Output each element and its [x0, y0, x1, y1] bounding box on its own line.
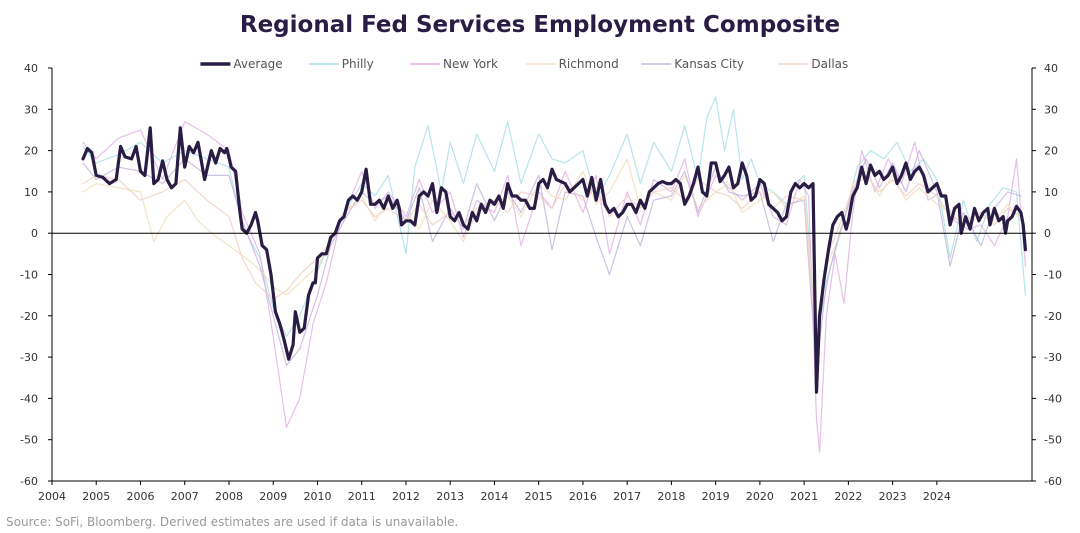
- y-tick-label: -10: [20, 269, 38, 282]
- y-tick-label-right: 40: [1044, 62, 1058, 75]
- y-tick-label: -30: [20, 351, 38, 364]
- series-line-philly: [82, 96, 1026, 337]
- x-tick-label: 2013: [436, 490, 464, 503]
- y-tick-label: 10: [24, 186, 38, 199]
- y-tick-label-right: 10: [1044, 186, 1058, 199]
- x-tick-label: 2005: [82, 490, 110, 503]
- y-tick-label-right: 30: [1044, 103, 1058, 116]
- y-tick-label-right: 20: [1044, 145, 1058, 158]
- x-tick-label: 2021: [790, 490, 818, 503]
- legend-label-average: Average: [233, 57, 282, 71]
- source-note: Source: SoFi, Bloomberg. Derived estimat…: [6, 515, 459, 529]
- legend-label-dallas: Dallas: [811, 57, 848, 71]
- legend-label-philly: Philly: [342, 57, 374, 71]
- x-tick-label: 2004: [38, 490, 66, 503]
- x-tick-label: 2016: [569, 490, 597, 503]
- x-tick-label: 2022: [834, 490, 862, 503]
- y-tick-label-right: -20: [1044, 310, 1062, 323]
- y-tick-label: 0: [31, 227, 38, 240]
- legend-label-kansas-city: Kansas City: [674, 57, 744, 71]
- x-tick-label: 2007: [171, 490, 199, 503]
- series-line-richmond: [82, 158, 1022, 325]
- series-line-dallas: [82, 174, 1022, 342]
- x-tick-label: 2024: [923, 490, 951, 503]
- x-tick-label: 2012: [392, 490, 420, 503]
- x-tick-label: 2019: [702, 490, 730, 503]
- y-tick-label-right: -30: [1044, 351, 1062, 364]
- legend-label-new-york: New York: [443, 57, 498, 71]
- y-tick-label-right: -50: [1044, 434, 1062, 447]
- x-tick-label: 2009: [259, 490, 287, 503]
- x-tick-label: 2008: [215, 490, 243, 503]
- x-tick-label: 2014: [480, 490, 508, 503]
- y-tick-label-right: -40: [1044, 392, 1062, 405]
- x-tick-label: 2010: [303, 490, 331, 503]
- chart-title: Regional Fed Services Employment Composi…: [239, 12, 841, 38]
- y-tick-label-right: 0: [1044, 227, 1051, 240]
- y-tick-label-right: -10: [1044, 269, 1062, 282]
- series-layer: [81, 96, 1027, 453]
- x-tick-label: 2011: [348, 490, 376, 503]
- y-tick-label: 40: [24, 62, 38, 75]
- legend-label-richmond: Richmond: [559, 57, 619, 71]
- y-tick-label: -20: [20, 310, 38, 323]
- series-line-average: [81, 126, 1027, 394]
- x-tick-label: 2018: [657, 490, 685, 503]
- y-tick-label: -60: [20, 475, 38, 488]
- x-tick-label: 2017: [613, 490, 641, 503]
- legend: Average Philly New York Richmond Kansas City…: [200, 57, 848, 71]
- x-tick-label: 2006: [126, 490, 154, 503]
- series-line-kansas-city: [82, 150, 1022, 371]
- x-tick-label: 2020: [746, 490, 774, 503]
- x-tick-label: 2015: [525, 490, 553, 503]
- x-tick-label: 2023: [879, 490, 907, 503]
- series-line-new-york: [82, 121, 1026, 453]
- y-tick-label: -50: [20, 434, 38, 447]
- y-tick-label: 30: [24, 103, 38, 116]
- y-tick-label: -40: [20, 392, 38, 405]
- y-tick-label-right: -60: [1044, 475, 1062, 488]
- y-tick-label: 20: [24, 145, 38, 158]
